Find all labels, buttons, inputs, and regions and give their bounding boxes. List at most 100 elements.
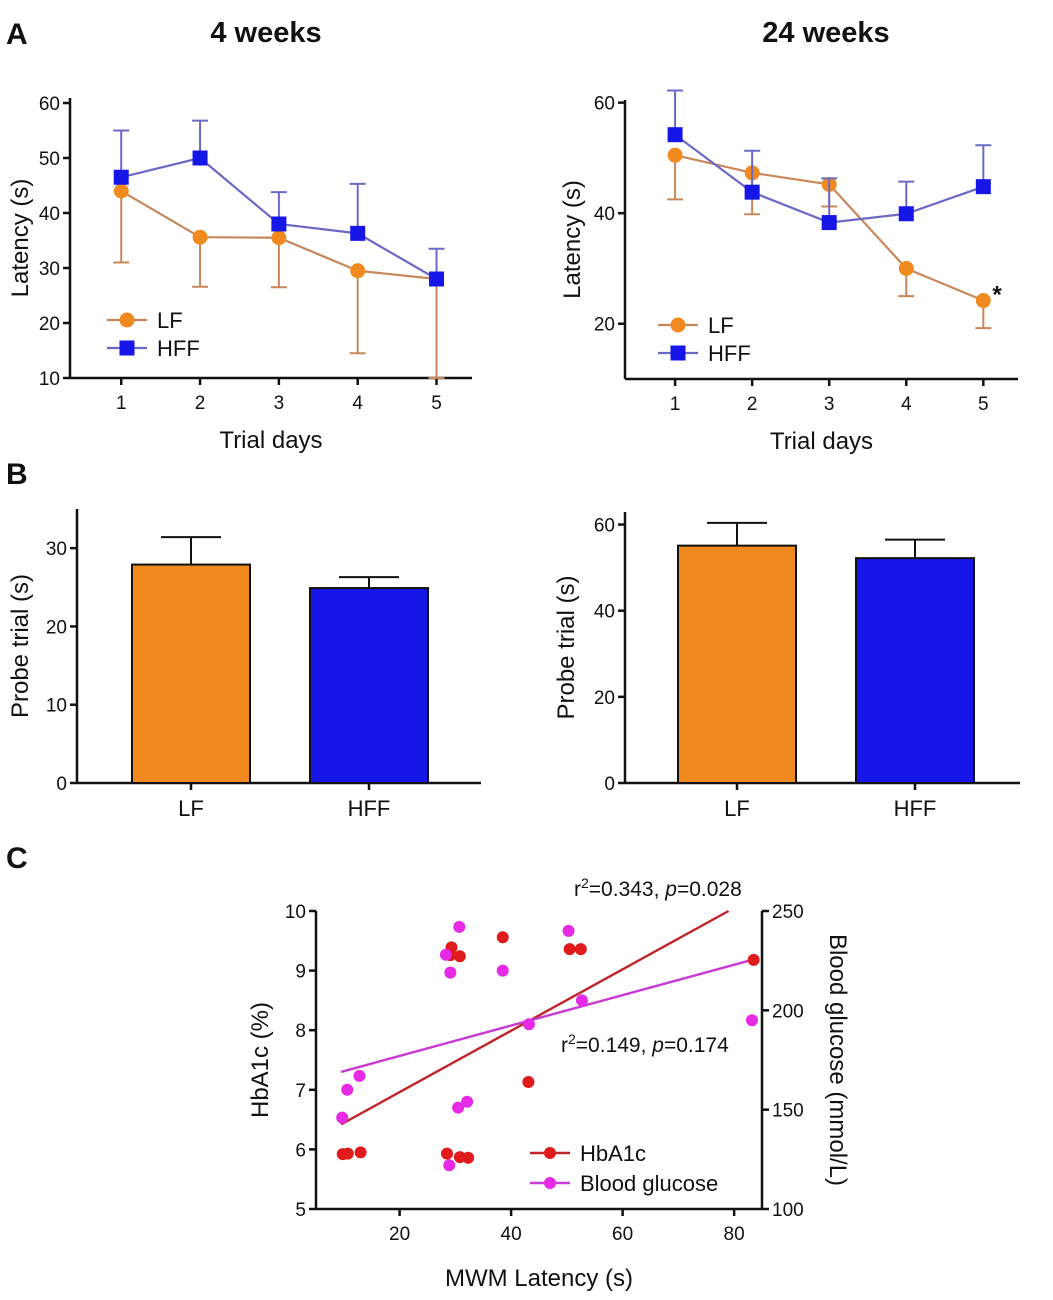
point-hba1c bbox=[453, 950, 466, 963]
x-tick-label: 4 bbox=[901, 394, 912, 415]
x-tick-label-hff: HFF bbox=[348, 796, 391, 821]
point-lf bbox=[350, 263, 366, 279]
y-tick-label: 10 bbox=[285, 902, 306, 923]
x-tick-label-hff: HFF bbox=[894, 796, 937, 821]
significance-marker: * bbox=[992, 282, 1002, 309]
x-axis-label: Trial days bbox=[219, 427, 322, 454]
point-blood-glucose bbox=[341, 1083, 354, 1096]
point-hff bbox=[113, 169, 129, 185]
legend-marker-hba1c bbox=[544, 1147, 556, 1159]
y-tick-label: 40 bbox=[594, 602, 615, 623]
legend-marker-hff bbox=[119, 340, 135, 356]
point-hba1c bbox=[574, 943, 587, 956]
y-tick-label: 30 bbox=[39, 259, 60, 280]
legend-label-lf: LF bbox=[708, 313, 734, 338]
regression-line-hba1c bbox=[340, 909, 730, 1126]
y-tick-label: 60 bbox=[39, 94, 60, 115]
panel-letter-a: A bbox=[6, 18, 28, 51]
point-lf bbox=[975, 293, 991, 309]
x-tick-label: 1 bbox=[116, 393, 127, 414]
point-blood-glucose bbox=[336, 1111, 349, 1124]
y2-tick-label: 250 bbox=[772, 902, 804, 923]
legend-label-hff: HFF bbox=[708, 341, 751, 366]
point-blood-glucose bbox=[444, 966, 457, 979]
point-lf bbox=[271, 230, 287, 246]
point-hba1c bbox=[441, 1147, 454, 1160]
y-tick-label: 60 bbox=[594, 516, 615, 537]
y-tick-label: 10 bbox=[39, 369, 60, 390]
legend-label-blood-glucose: Blood glucose bbox=[580, 1171, 718, 1196]
point-lf bbox=[898, 260, 914, 276]
y-axis-label: Probe trial (s) bbox=[7, 574, 34, 718]
x-tick-label: 40 bbox=[501, 1224, 522, 1245]
y-axis-label: Latency (s) bbox=[7, 179, 34, 298]
point-hff bbox=[271, 216, 287, 232]
point-hff bbox=[975, 179, 991, 195]
y-tick-label: 20 bbox=[46, 617, 67, 638]
y-tick-label: 0 bbox=[56, 774, 67, 795]
y-tick-label: 5 bbox=[295, 1200, 306, 1221]
y2-tick-label: 100 bbox=[772, 1200, 804, 1221]
y-tick-label: 30 bbox=[46, 539, 67, 560]
y-tick-label: 20 bbox=[39, 314, 60, 335]
bar-hff bbox=[855, 557, 975, 785]
point-hba1c bbox=[747, 953, 760, 966]
point-hba1c bbox=[341, 1147, 354, 1160]
chart-correlation-scatter: 5 6 7 8 9 10 100 150 200 250 20 40 60 80 MWM Latency (… bbox=[247, 875, 851, 1292]
y-tick-label: 50 bbox=[39, 149, 60, 170]
point-hba1c bbox=[563, 943, 576, 956]
chart-4-weeks-latency: 4 weeks 10 20 30 40 50 60 1 2 3 4 5 Trial days Latenc… bbox=[7, 17, 472, 454]
point-blood-glucose bbox=[453, 920, 466, 933]
y-tick-label: 60 bbox=[594, 94, 615, 115]
annotation-part: =0.174 bbox=[664, 1034, 729, 1057]
chart-title: 24 weeks bbox=[762, 17, 889, 49]
point-hff bbox=[192, 150, 208, 166]
y-axis-label: HbA1c (%) bbox=[247, 1002, 274, 1118]
annotation-part: 2 bbox=[568, 1031, 576, 1047]
annotation-part: r bbox=[574, 878, 581, 901]
annotation-part: p bbox=[651, 1034, 664, 1057]
point-blood-glucose bbox=[496, 964, 509, 977]
y2-tick-label: 150 bbox=[772, 1101, 804, 1122]
annotation-part: 2 bbox=[581, 875, 589, 891]
annotation-part: r bbox=[561, 1034, 568, 1057]
x-tick-label: 5 bbox=[978, 394, 989, 415]
chart-24-weeks-latency: 24 weeks 20 40 60 1 2 3 4 5 Trial days Latency (s)… bbox=[559, 17, 1018, 455]
point-hff bbox=[667, 127, 683, 143]
bar-hff bbox=[309, 587, 429, 784]
y-tick-label: 8 bbox=[295, 1021, 306, 1042]
x-tick-label: 3 bbox=[274, 393, 285, 414]
x-tick-label-lf: LF bbox=[178, 796, 204, 821]
y-tick-label: 0 bbox=[604, 774, 615, 795]
point-lf bbox=[192, 229, 208, 245]
point-hff bbox=[898, 206, 914, 222]
x-tick-label: 1 bbox=[670, 394, 681, 415]
legend-marker-lf bbox=[670, 317, 686, 333]
y2-tick-label: 200 bbox=[772, 1001, 804, 1022]
x-tick-label: 20 bbox=[389, 1224, 410, 1245]
point-hba1c bbox=[354, 1146, 367, 1159]
point-blood-glucose bbox=[452, 1101, 465, 1114]
y2-axis-label: Blood glucose (mmol/L) bbox=[824, 934, 851, 1186]
y-tick-label: 9 bbox=[295, 962, 306, 983]
point-blood-glucose bbox=[439, 948, 452, 961]
annotation-hba1c: r2=0.343, p=0.028 bbox=[574, 875, 742, 901]
x-tick-label: 4 bbox=[352, 393, 363, 414]
point-blood-glucose bbox=[575, 994, 588, 1007]
x-tick-label-lf: LF bbox=[724, 796, 750, 821]
x-axis-label: MWM Latency (s) bbox=[445, 1265, 633, 1292]
point-blood-glucose bbox=[353, 1069, 366, 1082]
bar-lf bbox=[677, 544, 797, 785]
point-blood-glucose bbox=[443, 1159, 456, 1172]
legend-label-hff: HFF bbox=[157, 336, 200, 361]
annotation-part: =0.343, bbox=[589, 878, 665, 901]
x-tick-label: 80 bbox=[724, 1224, 745, 1245]
panel-letter-c: C bbox=[6, 842, 28, 875]
y-tick-label: 10 bbox=[46, 696, 67, 717]
x-tick-label: 5 bbox=[431, 393, 442, 414]
x-tick-label: 2 bbox=[747, 394, 758, 415]
annotation-part: p bbox=[664, 878, 677, 901]
y-tick-label: 6 bbox=[295, 1140, 306, 1161]
chart-probe-trial-4-weeks: 0 10 20 30 Probe trial (s) LF HFF bbox=[7, 509, 481, 821]
point-lf bbox=[667, 147, 683, 163]
